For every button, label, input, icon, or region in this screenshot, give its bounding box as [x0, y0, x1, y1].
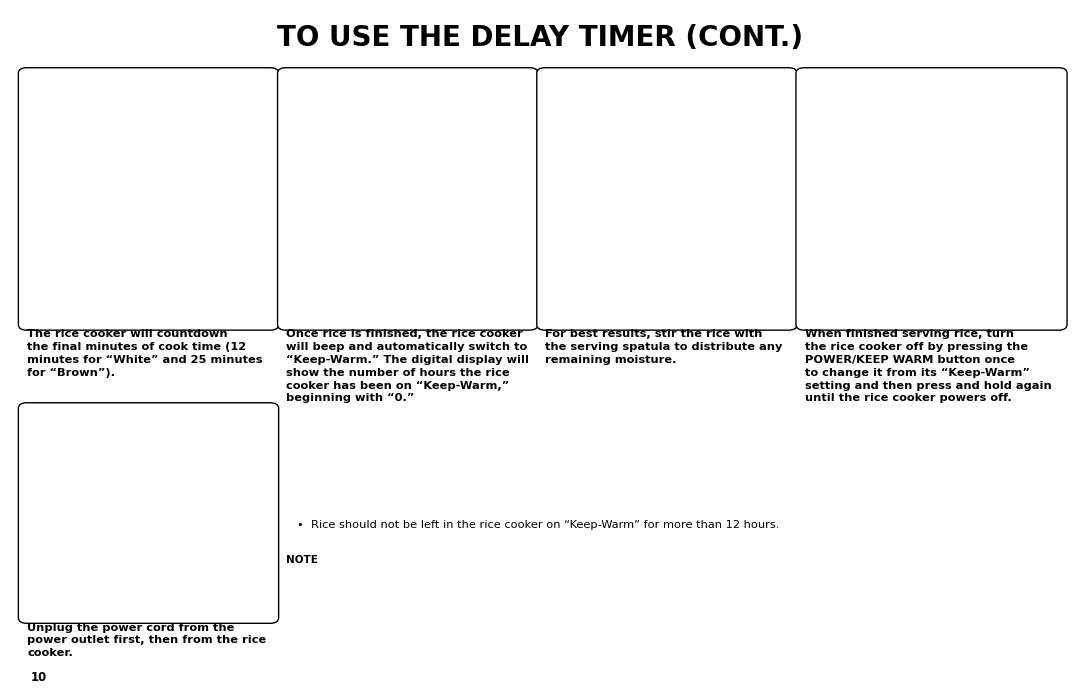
FancyBboxPatch shape	[18, 68, 279, 330]
Text: TO USE THE DELAY TIMER (CONT.): TO USE THE DELAY TIMER (CONT.)	[276, 24, 804, 52]
Text: •  Rice should not be left in the rice cooker on “Keep-Warm” for more than 12 ho: • Rice should not be left in the rice co…	[297, 520, 780, 530]
FancyBboxPatch shape	[278, 68, 538, 330]
FancyBboxPatch shape	[18, 403, 279, 623]
Text: NOTE: NOTE	[286, 555, 319, 565]
FancyBboxPatch shape	[796, 68, 1067, 330]
Text: When finished serving rice, turn
the rice cooker off by pressing the
POWER/KEEP : When finished serving rice, turn the ric…	[805, 329, 1051, 403]
Text: For best results, stir the rice with
the serving spatula to distribute any
remai: For best results, stir the rice with the…	[545, 329, 783, 365]
Text: Once rice is finished, the rice cooker
will beep and automatically switch to
“Ke: Once rice is finished, the rice cooker w…	[286, 329, 529, 403]
FancyBboxPatch shape	[537, 68, 797, 330]
Text: Unplug the power cord from the
power outlet first, then from the rice
cooker.: Unplug the power cord from the power out…	[27, 623, 267, 658]
Text: 10: 10	[30, 671, 46, 684]
Text: The rice cooker will countdown
the final minutes of cook time (12
minutes for “W: The rice cooker will countdown the final…	[27, 329, 262, 378]
